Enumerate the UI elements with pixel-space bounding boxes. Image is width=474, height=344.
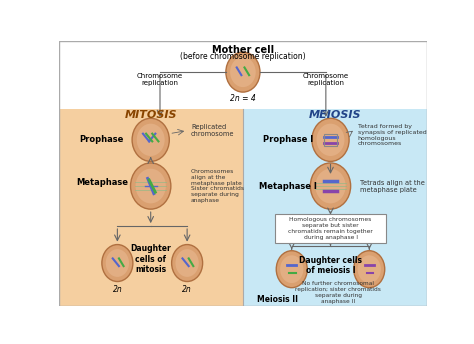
Text: Meiosis II: Meiosis II bbox=[257, 295, 298, 304]
Ellipse shape bbox=[371, 328, 390, 344]
Text: 2n: 2n bbox=[182, 284, 192, 293]
Ellipse shape bbox=[315, 169, 346, 203]
Text: Tetrad formed by
synapsis of replicated
homologous
chromosomes: Tetrad formed by synapsis of replicated … bbox=[357, 124, 427, 147]
Text: Metaphase: Metaphase bbox=[76, 178, 128, 187]
Text: Chromosomes
align at the
metaphase plate
Sister chromatids
separate during
anaph: Chromosomes align at the metaphase plate… bbox=[191, 169, 244, 203]
Ellipse shape bbox=[132, 118, 169, 161]
Ellipse shape bbox=[136, 169, 166, 203]
Ellipse shape bbox=[346, 328, 365, 344]
Ellipse shape bbox=[295, 328, 313, 344]
Text: Daughter cells
of meiosis I: Daughter cells of meiosis I bbox=[299, 256, 362, 275]
Ellipse shape bbox=[102, 245, 133, 281]
Text: Homologous chromosomes
separate but sister
chromatids remain together
during ana: Homologous chromosomes separate but sist… bbox=[288, 217, 373, 239]
Ellipse shape bbox=[368, 325, 392, 344]
Bar bbox=[59, 109, 243, 306]
Text: Replicated
chromosome: Replicated chromosome bbox=[191, 124, 235, 137]
Text: Prophase I: Prophase I bbox=[263, 135, 313, 144]
Text: Mother cell: Mother cell bbox=[212, 45, 274, 55]
Ellipse shape bbox=[137, 124, 164, 156]
Text: MEIOSIS: MEIOSIS bbox=[309, 110, 361, 120]
Ellipse shape bbox=[312, 118, 349, 161]
Bar bbox=[324, 134, 337, 146]
Text: Prophase: Prophase bbox=[80, 135, 124, 144]
Ellipse shape bbox=[270, 328, 289, 344]
Ellipse shape bbox=[357, 255, 381, 283]
Ellipse shape bbox=[276, 251, 307, 288]
Text: Chromosome
replication: Chromosome replication bbox=[137, 73, 183, 86]
Ellipse shape bbox=[130, 163, 171, 209]
Ellipse shape bbox=[175, 249, 199, 277]
Text: No further chromosomal
replication; sister chromatids
separate during
anaphase I: No further chromosomal replication; sist… bbox=[295, 281, 381, 303]
Ellipse shape bbox=[317, 124, 345, 156]
Ellipse shape bbox=[280, 255, 303, 283]
Text: Daughter
cells of
mitosis: Daughter cells of mitosis bbox=[130, 244, 171, 274]
Text: MITOSIS: MITOSIS bbox=[125, 110, 177, 120]
Ellipse shape bbox=[172, 245, 202, 281]
Text: 2n = 4: 2n = 4 bbox=[230, 94, 256, 103]
Ellipse shape bbox=[343, 325, 368, 344]
Text: Chromosome
replication: Chromosome replication bbox=[303, 73, 349, 86]
Text: Tetrads align at the
metaphase plate: Tetrads align at the metaphase plate bbox=[360, 180, 425, 193]
Text: (before chromosome replication): (before chromosome replication) bbox=[180, 52, 306, 61]
Ellipse shape bbox=[267, 325, 292, 344]
Ellipse shape bbox=[354, 251, 385, 288]
Ellipse shape bbox=[106, 249, 129, 277]
Text: 2n: 2n bbox=[112, 284, 122, 293]
Ellipse shape bbox=[310, 163, 351, 209]
Ellipse shape bbox=[226, 52, 260, 92]
FancyBboxPatch shape bbox=[275, 214, 385, 243]
Ellipse shape bbox=[230, 57, 255, 87]
Text: Metaphase I: Metaphase I bbox=[259, 182, 317, 191]
Ellipse shape bbox=[292, 325, 317, 344]
Bar bbox=[243, 109, 427, 306]
